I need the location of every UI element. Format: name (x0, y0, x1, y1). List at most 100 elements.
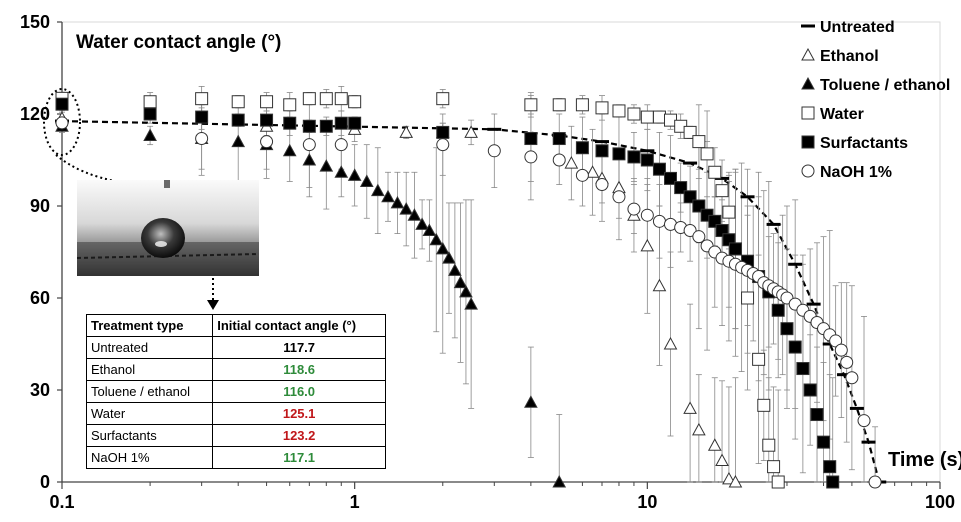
data-point (231, 113, 245, 127)
chart-title: Water contact angle (°) (76, 32, 281, 53)
data-point (302, 138, 316, 152)
data-point (435, 241, 450, 255)
data-point (575, 98, 589, 112)
data-point (524, 395, 538, 408)
data-point (436, 138, 450, 152)
initial-contact-angle-table: Treatment type Initial contact angle (°)… (85, 314, 386, 469)
data-point (715, 184, 729, 198)
data-point (319, 119, 333, 133)
data-point (640, 110, 654, 124)
data-point (390, 195, 405, 209)
data-point (283, 116, 297, 130)
data-point (334, 116, 348, 130)
data-point (652, 110, 666, 124)
data-point (692, 230, 706, 244)
data-point (683, 401, 697, 414)
table-cell-treatment: Untreated (85, 336, 214, 359)
data-point (487, 144, 501, 158)
data-point (283, 98, 297, 112)
x-tick-label: 100 (925, 492, 955, 512)
table-header-treatment: Treatment type (85, 314, 214, 337)
legend-label: NaOH 1% (820, 164, 892, 181)
data-point (399, 125, 414, 138)
data-point (612, 104, 626, 118)
data-point (612, 147, 626, 161)
fit-line-untreated (61, 120, 881, 483)
legend-label: Ethanol (820, 48, 879, 65)
data-point (801, 76, 815, 90)
y-tick-label: 150 (20, 12, 50, 32)
data-point (640, 153, 654, 167)
data-point (757, 398, 771, 412)
table-row: NaOH 1% 117.1 (85, 446, 386, 469)
table-cell-angle: 117.1 (212, 446, 386, 469)
data-point (399, 202, 414, 215)
data-point (627, 150, 641, 164)
data-point (370, 183, 385, 197)
table-cell-treatment: NaOH 1% (85, 446, 214, 469)
data-point (741, 291, 755, 305)
data-point (801, 164, 815, 178)
data-point (722, 471, 736, 485)
data-point (429, 232, 444, 246)
data-point (552, 132, 566, 146)
data-point (422, 223, 437, 237)
data-point (652, 162, 666, 176)
table-row: Ethanol 118.6 (85, 358, 386, 381)
data-point (195, 132, 209, 146)
x-tick-label: 0.1 (49, 492, 74, 512)
data-point (442, 251, 456, 264)
data-point (260, 95, 274, 109)
table-cell-angle: 116.0 (212, 380, 386, 403)
legend-label: Water (820, 106, 864, 123)
data-point (195, 92, 209, 106)
data-point (640, 238, 655, 252)
data-point (857, 414, 871, 428)
data-point (627, 107, 641, 121)
data-point (810, 408, 824, 422)
data-point (834, 343, 848, 357)
data-point (788, 340, 802, 354)
data-point (564, 156, 579, 169)
data-point (552, 98, 566, 112)
data-point (771, 303, 785, 317)
table-cell-treatment: Toluene / ethanol (85, 380, 214, 403)
data-point (415, 217, 429, 230)
data-point (260, 113, 274, 127)
data-point (595, 178, 609, 192)
y-tick-label: 0 (40, 472, 50, 492)
table-row: Toluene / ethanol 116.0 (85, 380, 386, 403)
data-point (436, 125, 450, 139)
data-point (817, 435, 831, 449)
data-point (575, 168, 589, 182)
data-point (552, 153, 566, 167)
data-point (801, 135, 815, 149)
data-point (771, 475, 785, 489)
data-point (627, 202, 641, 216)
data-point (664, 171, 678, 185)
data-point (663, 336, 678, 350)
table-header-angle: Initial contact angle (°) (212, 314, 386, 337)
data-point (359, 174, 374, 187)
data-point (282, 143, 297, 157)
data-point (348, 116, 362, 130)
highlight-ellipse (43, 88, 81, 156)
x-tick-label: 10 (637, 492, 657, 512)
table-cell-angle: 123.2 (212, 424, 386, 447)
table-row: Untreated 117.7 (85, 336, 386, 359)
data-point (796, 362, 810, 376)
data-point (334, 92, 348, 106)
data-point (840, 355, 854, 369)
data-point (464, 125, 478, 138)
data-point (231, 134, 246, 148)
data-point (595, 101, 609, 115)
data-point (826, 475, 840, 489)
data-point (683, 224, 697, 238)
data-point (407, 208, 422, 221)
data-point (707, 438, 722, 451)
data-point (319, 159, 334, 172)
data-point (762, 438, 776, 452)
data-point (692, 135, 706, 149)
data-point (692, 422, 706, 436)
